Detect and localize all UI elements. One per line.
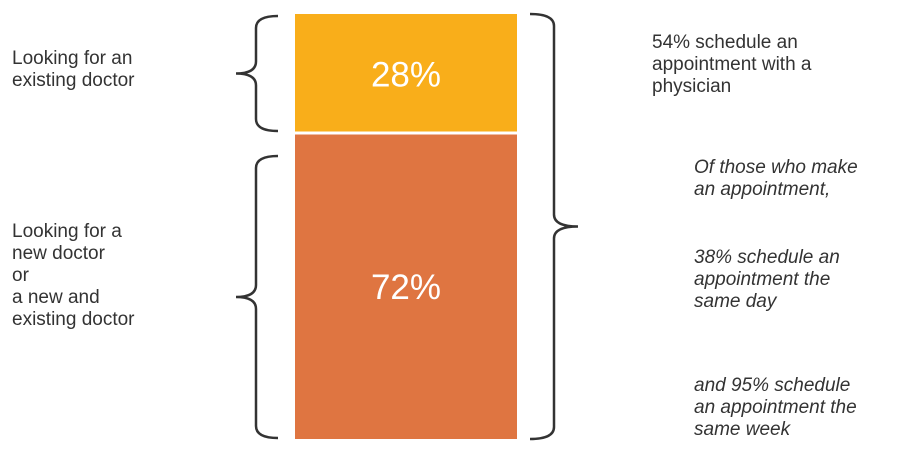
bar-segment-2: [295, 133, 517, 439]
schedule-summary-text: 54% schedule an appointment with a physi…: [652, 32, 812, 97]
bar-segment-1: [295, 14, 517, 133]
existing-doctor-label: Looking for an existing doctor: [12, 48, 135, 91]
brackets: [235, 12, 579, 441]
existing-doctor-brace: [235, 14, 279, 133]
same-week-note: and 95% schedule an appointment the same…: [694, 375, 857, 440]
new-doctor-label: Looking for a new doctor or a new and ex…: [12, 221, 135, 330]
same-day-note: 38% schedule an appointment the same day: [694, 247, 840, 312]
bar-value-label-1: 28%: [371, 56, 441, 95]
stacked-bar: 28% 72%: [295, 14, 517, 439]
new-doctor-brace: [235, 154, 279, 440]
bar-value-label-2: 72%: [371, 268, 441, 307]
appointment-note-intro: Of those who make an appointment,: [694, 157, 858, 200]
appointment-brace: [529, 12, 579, 441]
